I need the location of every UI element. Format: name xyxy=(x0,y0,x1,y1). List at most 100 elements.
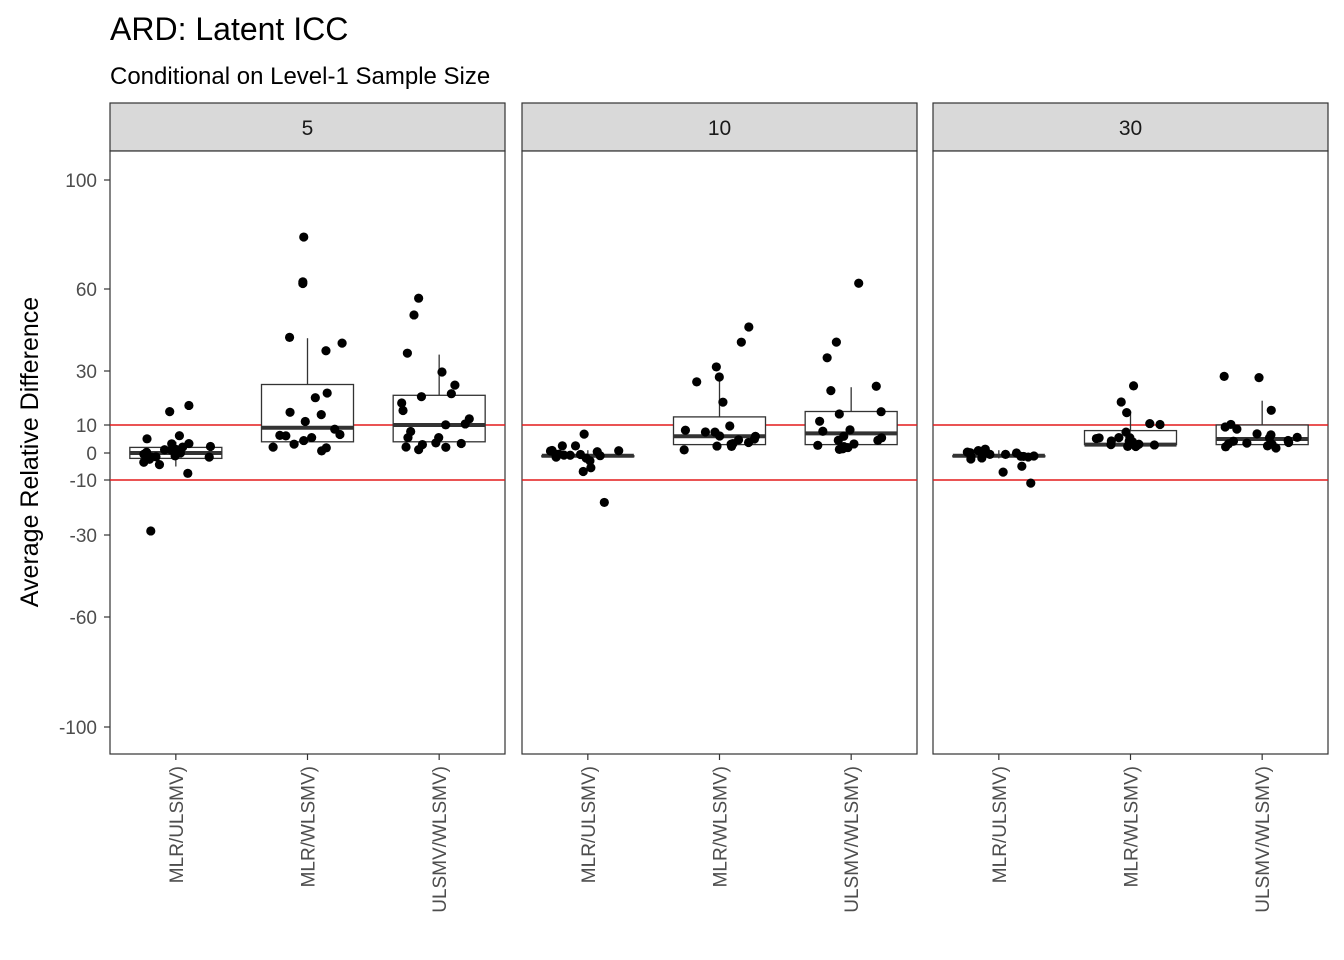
x-tick-label: MLR/ULSMV) xyxy=(990,766,1011,883)
data-point xyxy=(142,434,152,444)
data-point xyxy=(998,467,1008,477)
facet-strip xyxy=(932,102,1329,152)
data-point xyxy=(714,372,724,382)
data-point xyxy=(402,348,412,358)
data-point xyxy=(578,466,588,477)
boxplot-MLR/WLSMV) xyxy=(1083,381,1178,452)
y-tick-label: 0 xyxy=(86,444,97,465)
data-point xyxy=(873,435,883,445)
data-point xyxy=(712,441,722,451)
data-point xyxy=(204,452,214,462)
data-point xyxy=(1292,432,1302,442)
data-point xyxy=(818,426,828,436)
data-point xyxy=(692,377,702,387)
boxplot-MLR/WLSMV) xyxy=(260,232,355,456)
data-point xyxy=(299,435,309,446)
data-point xyxy=(414,444,424,455)
data-point xyxy=(826,386,836,396)
data-point xyxy=(570,441,581,451)
data-point xyxy=(1145,418,1155,429)
boxplot-ULSMV/WLSMV) xyxy=(1215,371,1309,453)
boxplot-MLR/ULSMV) xyxy=(129,400,223,536)
boxplot-MLR/ULSMV) xyxy=(952,444,1046,488)
x-tick-label: ULSMV/WLSMV) xyxy=(1253,766,1274,913)
data-point xyxy=(406,426,416,437)
data-point xyxy=(1254,373,1264,383)
data-point xyxy=(184,438,194,449)
data-point xyxy=(1106,440,1116,450)
data-point xyxy=(205,441,216,452)
data-point xyxy=(744,322,754,332)
x-tick-label: MLR/WLSMV) xyxy=(1122,766,1143,887)
data-point xyxy=(1019,451,1029,462)
data-point xyxy=(165,407,175,417)
data-point xyxy=(595,451,605,461)
data-point xyxy=(1219,371,1229,381)
data-point xyxy=(557,441,567,451)
y-tick-label: -60 xyxy=(70,608,97,629)
facet-strip-label: 5 xyxy=(302,117,314,140)
data-point xyxy=(585,456,595,466)
data-point xyxy=(1149,440,1159,450)
y-tick-label: -10 xyxy=(70,471,97,492)
data-point xyxy=(1114,433,1124,443)
data-point xyxy=(401,442,411,452)
data-point xyxy=(1091,433,1101,444)
data-point xyxy=(307,432,317,443)
data-point xyxy=(1223,439,1234,449)
data-point xyxy=(398,405,408,416)
data-point xyxy=(151,452,161,462)
data-point xyxy=(1029,451,1039,461)
data-point xyxy=(1116,397,1126,407)
y-tick-label: -30 xyxy=(70,526,97,547)
data-point xyxy=(876,407,886,417)
data-point xyxy=(1284,437,1294,448)
data-point xyxy=(337,338,347,348)
data-point xyxy=(815,416,825,426)
data-point xyxy=(175,448,186,458)
data-point xyxy=(146,526,156,536)
x-tick-label: MLR/WLSMV) xyxy=(711,766,732,887)
data-point xyxy=(310,393,320,403)
data-point xyxy=(1128,381,1139,391)
data-point xyxy=(450,380,460,390)
data-point xyxy=(845,425,855,435)
data-point xyxy=(831,337,841,347)
data-point xyxy=(414,293,424,303)
data-point xyxy=(1232,424,1242,434)
data-point xyxy=(736,337,746,347)
data-point xyxy=(715,431,725,441)
boxplot-ULSMV/WLSMV) xyxy=(804,278,898,454)
facet-strip xyxy=(109,102,506,152)
data-point xyxy=(813,440,823,450)
data-point xyxy=(456,438,466,449)
data-point xyxy=(849,439,859,449)
data-point xyxy=(1242,438,1252,448)
data-point xyxy=(268,442,278,452)
data-point xyxy=(1000,449,1011,459)
chart-subtitle: Conditional on Level-1 Sample Size xyxy=(110,63,490,90)
data-point xyxy=(322,388,332,398)
data-point xyxy=(854,278,864,288)
data-point xyxy=(1122,407,1132,418)
data-point xyxy=(725,421,735,431)
boxplot-MLR/ULSMV) xyxy=(541,429,635,508)
data-point xyxy=(441,420,451,430)
data-point xyxy=(446,389,456,399)
data-point xyxy=(1266,405,1276,415)
x-tick-label: ULSMV/WLSMV) xyxy=(430,766,451,913)
data-point xyxy=(284,332,295,343)
data-point xyxy=(139,449,149,459)
data-point xyxy=(184,400,194,411)
y-tick-label: -100 xyxy=(59,718,97,739)
boxplot-ULSMV/WLSMV) xyxy=(392,293,486,455)
data-point xyxy=(316,410,326,420)
data-point xyxy=(1155,419,1165,430)
data-point xyxy=(397,398,407,408)
y-tick-label: 30 xyxy=(76,362,97,383)
data-point xyxy=(728,439,738,449)
data-point xyxy=(834,444,844,454)
x-tick-label: MLR/ULSMV) xyxy=(167,766,188,883)
